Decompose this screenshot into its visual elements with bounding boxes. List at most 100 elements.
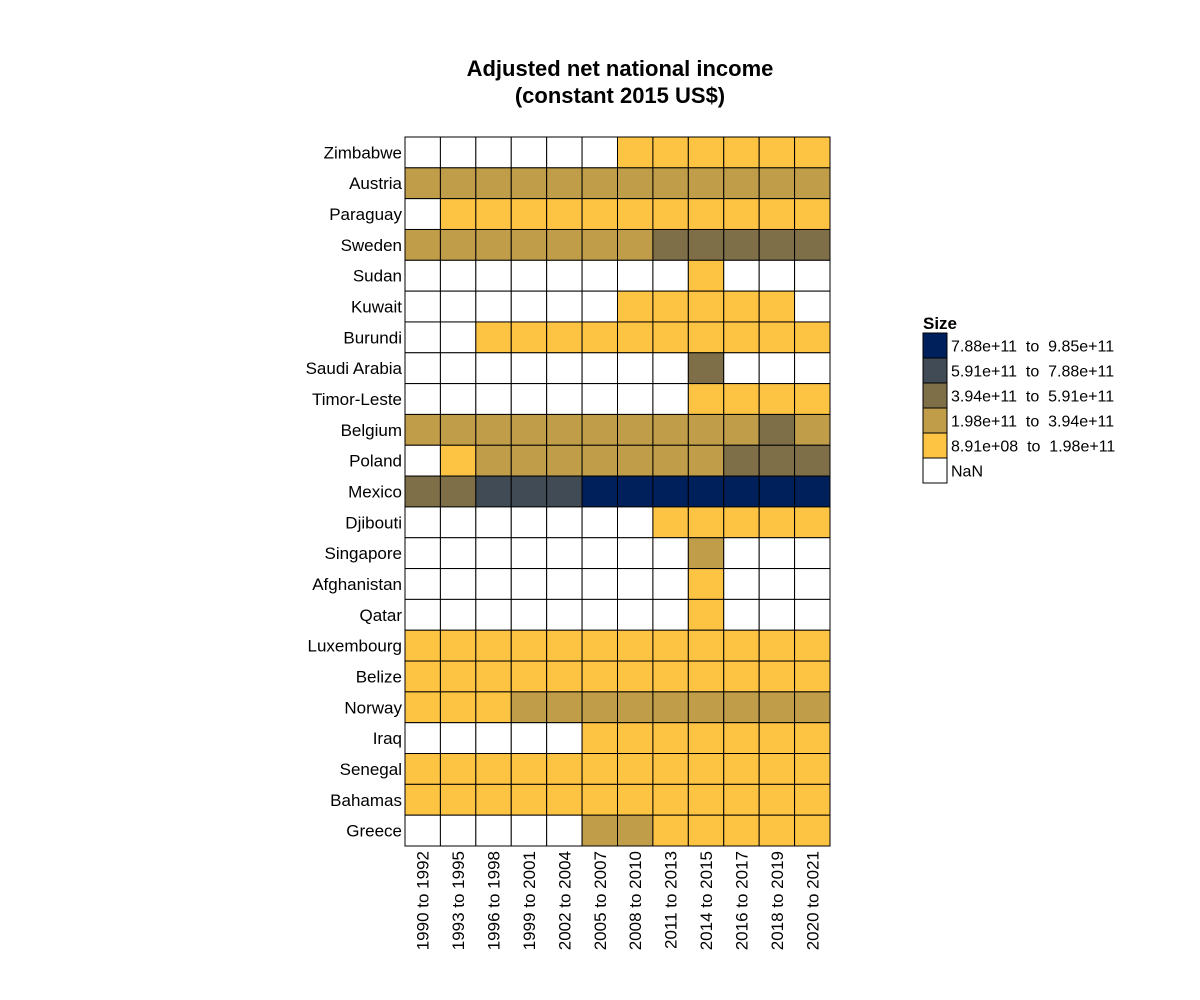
heatmap-cell: [510, 691, 548, 724]
heatmap-cell: [758, 814, 796, 847]
heatmap-cell: [439, 629, 477, 662]
y-tick-label: Mexico: [348, 483, 402, 502]
heatmap-cell: [546, 506, 583, 539]
heatmap-cell: [617, 475, 654, 508]
heatmap-cell: [581, 814, 618, 847]
heatmap-cell: [617, 290, 654, 323]
heatmap-cell: [758, 321, 796, 354]
heatmap-cell: [510, 506, 548, 539]
heatmap-cell: [475, 167, 512, 200]
heatmap-cell: [546, 568, 583, 600]
heatmap-cell: [723, 691, 760, 724]
heatmap-cell: [475, 691, 512, 724]
heatmap-cell: [581, 598, 618, 631]
heatmap-cell: [510, 321, 548, 354]
heatmap-cell: [794, 753, 831, 785]
heatmap-cell: [546, 598, 583, 631]
heatmap-cell: [475, 506, 512, 539]
heatmap-cell: [687, 814, 725, 847]
heatmap-cell: [758, 783, 796, 816]
heatmap-cell: [652, 629, 689, 662]
heatmap-cell: [794, 198, 831, 230]
heatmap-cell: [723, 537, 760, 570]
heatmap-cell: [510, 228, 548, 261]
heatmap-cell: [652, 136, 689, 169]
heatmap-cell: [617, 321, 654, 354]
heatmap-cell: [687, 136, 725, 169]
heatmap-cell: [510, 629, 548, 662]
heatmap-cell: [439, 814, 477, 847]
heatmap-cell: [475, 321, 512, 354]
heatmap-cell: [723, 136, 760, 169]
heatmap-cell: [475, 290, 512, 323]
heatmap-cell: [581, 475, 618, 508]
heatmap-cell: [794, 290, 831, 323]
heatmap-cell: [404, 413, 441, 446]
y-tick-label: Djibouti: [345, 513, 402, 532]
heatmap-cell: [687, 228, 725, 261]
heatmap-cell: [546, 722, 583, 755]
legend: Size 7.88e+11 to 9.85e+11 5.91e+11 to 7.88…: [922, 314, 1115, 484]
heatmap-cell: [546, 629, 583, 662]
heatmap-cell: [687, 352, 725, 385]
heatmap-cell: [723, 629, 760, 662]
y-tick-label: Kuwait: [351, 298, 402, 317]
heatmap-cells: [404, 136, 831, 847]
legend-swatch: [922, 382, 948, 409]
x-tick-label: 1996 to 1998: [485, 851, 504, 950]
heatmap-cell: [581, 413, 618, 446]
heatmap-cell: [404, 537, 441, 570]
heatmap-cell: [723, 722, 760, 755]
heatmap-cell: [617, 814, 654, 847]
heatmap-cell: [439, 506, 477, 539]
heatmap-cell: [687, 722, 725, 755]
heatmap-cell: [510, 290, 548, 323]
heatmap-cell: [510, 198, 548, 230]
heatmap-cell: [723, 444, 760, 477]
heatmap-cell: [723, 259, 760, 292]
heatmap-cell: [546, 475, 583, 508]
heatmap-cell: [475, 783, 512, 816]
heatmap-cell: [439, 753, 477, 785]
heatmap-cell: [723, 475, 760, 508]
heatmap-cell: [510, 814, 548, 847]
heatmap-cell: [404, 814, 441, 847]
heatmap-cell: [475, 537, 512, 570]
heatmap-cell: [581, 568, 618, 600]
heatmap-cell: [794, 352, 831, 385]
heatmap-cell: [475, 475, 512, 508]
heatmap-cell: [794, 228, 831, 261]
heatmap-cell: [687, 444, 725, 477]
heatmap-cell: [581, 198, 618, 230]
heatmap-cell: [617, 259, 654, 292]
heatmap-cell: [723, 753, 760, 785]
y-tick-label: Timor-Leste: [312, 390, 402, 409]
heatmap-cell: [687, 537, 725, 570]
heatmap-cell: [510, 753, 548, 785]
heatmap-cell: [581, 321, 618, 354]
heatmap-cell: [546, 198, 583, 230]
heatmap-cell: [687, 321, 725, 354]
heatmap-cell: [758, 629, 796, 662]
heatmap-cell: [581, 259, 618, 292]
heatmap-cell: [758, 290, 796, 323]
heatmap-cell: [581, 383, 618, 415]
chart-title-line-2: (constant 2015 US$): [514, 83, 726, 108]
heatmap-cell: [758, 506, 796, 539]
heatmap-cell: [617, 198, 654, 230]
y-tick-label: Burundi: [343, 328, 402, 347]
heatmap-cell: [581, 136, 618, 169]
heatmap-cell: [439, 259, 477, 292]
heatmap-cell: [439, 598, 477, 631]
heatmap-cell: [617, 568, 654, 600]
heatmap-cell: [723, 321, 760, 354]
heatmap-cell: [794, 568, 831, 600]
heatmap-cell: [758, 413, 796, 446]
heatmap-cell: [581, 722, 618, 755]
heatmap-cell: [475, 444, 512, 477]
heatmap-cell: [510, 383, 548, 415]
heatmap-cell: [652, 228, 689, 261]
heatmap-cell: [475, 352, 512, 385]
heatmap-cell: [510, 598, 548, 631]
heatmap-cell: [652, 814, 689, 847]
